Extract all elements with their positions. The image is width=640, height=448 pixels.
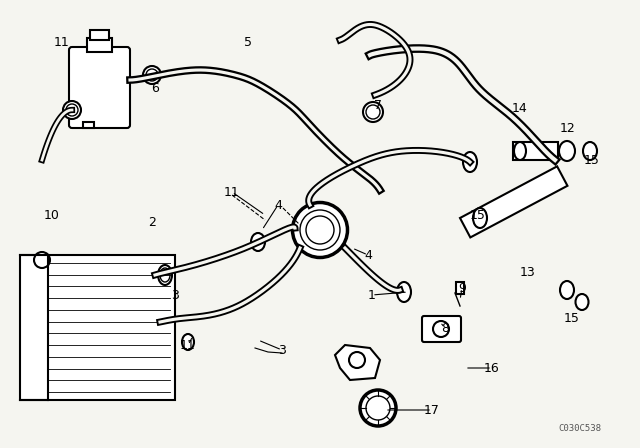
Text: 14: 14 bbox=[512, 102, 528, 115]
Polygon shape bbox=[335, 345, 380, 380]
Bar bbox=[460, 166, 568, 237]
Text: C030C538: C030C538 bbox=[559, 423, 602, 432]
FancyBboxPatch shape bbox=[422, 316, 461, 342]
Ellipse shape bbox=[583, 142, 597, 160]
Ellipse shape bbox=[158, 265, 172, 285]
Text: 11: 11 bbox=[180, 339, 196, 352]
Text: 3: 3 bbox=[171, 289, 179, 302]
Text: 15: 15 bbox=[564, 311, 580, 324]
Ellipse shape bbox=[514, 142, 526, 160]
Text: 15: 15 bbox=[584, 154, 600, 167]
Ellipse shape bbox=[559, 141, 575, 161]
Text: 6: 6 bbox=[151, 82, 159, 95]
Bar bbox=[87, 38, 112, 52]
Text: 13: 13 bbox=[520, 266, 536, 279]
Ellipse shape bbox=[463, 152, 477, 172]
Ellipse shape bbox=[560, 281, 574, 299]
Ellipse shape bbox=[397, 282, 411, 302]
Circle shape bbox=[363, 102, 383, 122]
FancyBboxPatch shape bbox=[69, 47, 130, 128]
Text: 7: 7 bbox=[374, 99, 382, 112]
Ellipse shape bbox=[251, 233, 265, 251]
Text: 2: 2 bbox=[148, 215, 156, 228]
Text: 12: 12 bbox=[560, 121, 576, 134]
Bar bbox=[20, 255, 175, 400]
Text: 5: 5 bbox=[244, 35, 252, 48]
Text: 11: 11 bbox=[54, 35, 70, 48]
Text: 17: 17 bbox=[424, 404, 440, 417]
Circle shape bbox=[143, 66, 161, 84]
Bar bbox=[90, 30, 109, 40]
Ellipse shape bbox=[575, 294, 589, 310]
Ellipse shape bbox=[473, 208, 487, 228]
Circle shape bbox=[34, 252, 50, 268]
Bar bbox=[513, 142, 558, 160]
Circle shape bbox=[349, 352, 365, 368]
Bar bbox=[456, 282, 464, 294]
Circle shape bbox=[433, 321, 449, 337]
Text: 4: 4 bbox=[364, 249, 372, 262]
Bar bbox=[83, 122, 94, 128]
Circle shape bbox=[360, 390, 396, 426]
Text: 16: 16 bbox=[484, 362, 500, 375]
Text: 9: 9 bbox=[458, 281, 466, 294]
Text: 8: 8 bbox=[441, 322, 449, 335]
Text: 1: 1 bbox=[368, 289, 376, 302]
Ellipse shape bbox=[292, 202, 348, 258]
Text: 10: 10 bbox=[44, 208, 60, 221]
Text: 15: 15 bbox=[470, 208, 486, 221]
Text: 4: 4 bbox=[274, 198, 282, 211]
Ellipse shape bbox=[182, 334, 194, 350]
Text: 11: 11 bbox=[224, 185, 240, 198]
Circle shape bbox=[63, 101, 81, 119]
Text: 3: 3 bbox=[278, 344, 286, 357]
